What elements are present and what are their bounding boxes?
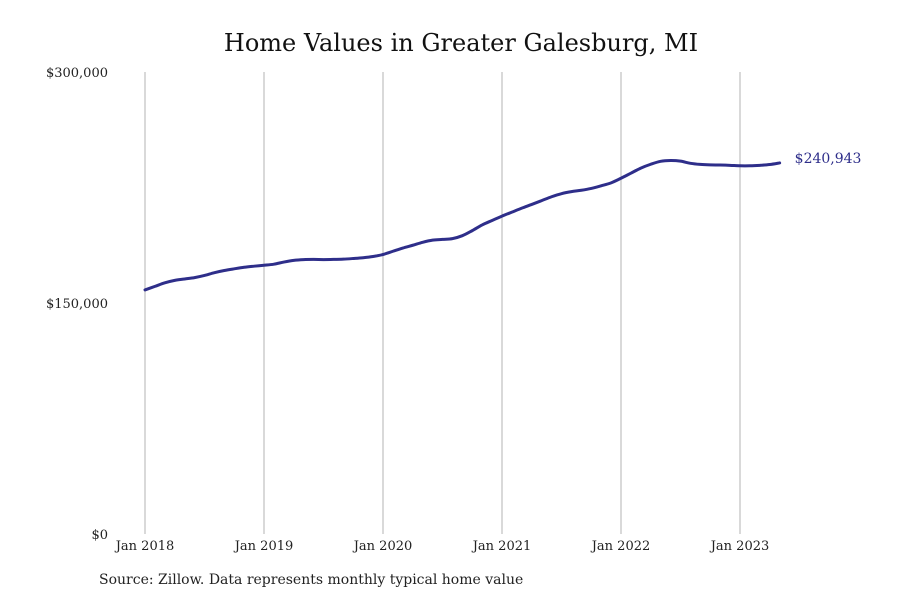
x-tick-label: Jan 2021 — [471, 539, 532, 554]
x-tick-label: Jan 2018 — [114, 539, 175, 554]
series-line — [143, 159, 782, 292]
gridlines — [144, 72, 741, 534]
x-tick-label: Jan 2019 — [233, 539, 294, 554]
x-tick-label: Jan 2020 — [352, 539, 413, 554]
x-tick-label: Jan 2022 — [590, 539, 651, 554]
end-value-label: $240,943 — [795, 151, 862, 167]
x-tick-label: Jan 2023 — [709, 539, 770, 554]
x-axis: Jan 2018 Jan 2019 Jan 2020 Jan 2021 Jan 2022… — [114, 539, 770, 554]
source-note: Source: Zillow. Data represents monthly … — [99, 572, 524, 588]
y-tick-label: $300,000 — [46, 66, 108, 81]
y-tick-label: $0 — [91, 528, 108, 543]
series-layer: $240,943 — [143, 151, 862, 292]
y-axis: $0 $150,000 $300,000 — [46, 66, 108, 543]
chart-title: Home Values in Greater Galesburg, MI — [224, 29, 698, 57]
y-tick-label: $150,000 — [46, 297, 108, 312]
